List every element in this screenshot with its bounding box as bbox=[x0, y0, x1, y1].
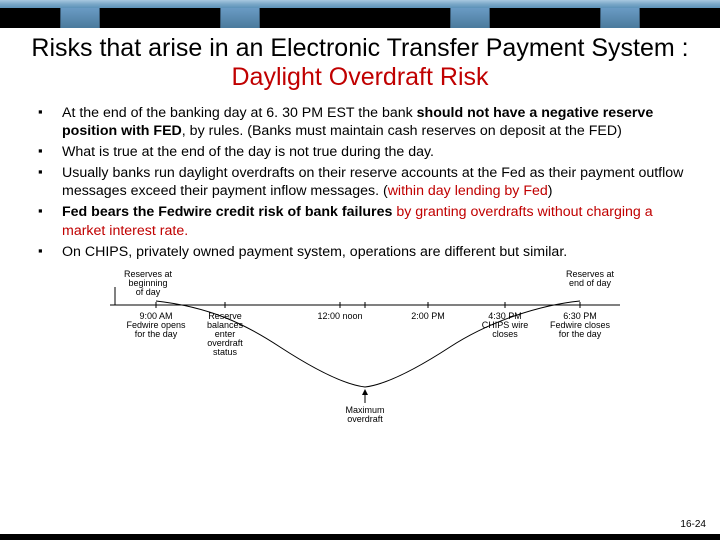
overdraft-chart: Reserves atbeginningof dayReserves atend… bbox=[80, 269, 640, 449]
slide-title: Risks that arise in an Electronic Transf… bbox=[30, 34, 690, 92]
title-plain: Risks that arise in an Electronic Transf… bbox=[31, 34, 688, 62]
bullet-item: What is true at the end of the day is no… bbox=[36, 143, 690, 161]
footer-bar bbox=[0, 534, 720, 540]
header-decoration bbox=[0, 0, 720, 28]
svg-text:for the day: for the day bbox=[559, 329, 602, 339]
svg-text:end of day: end of day bbox=[569, 278, 612, 288]
bullet-item: Fed bears the Fedwire credit risk of ban… bbox=[36, 203, 690, 239]
title-emphasis: Daylight Overdraft Risk bbox=[231, 63, 488, 91]
svg-text:overdraft: overdraft bbox=[347, 414, 383, 424]
bullet-item: At the end of the banking day at 6. 30 P… bbox=[36, 104, 690, 140]
bullet-item: On CHIPS, privately owned payment system… bbox=[36, 243, 690, 261]
svg-text:closes: closes bbox=[492, 329, 518, 339]
page-number: 16-24 bbox=[680, 519, 706, 530]
bullet-text: , by rules. (Banks must maintain cash re… bbox=[182, 123, 622, 139]
svg-text:2:00 PM: 2:00 PM bbox=[411, 311, 445, 321]
slide-body: Risks that arise in an Electronic Transf… bbox=[0, 28, 720, 449]
bullet-text: Usually banks run daylight overdrafts on… bbox=[62, 165, 683, 199]
bullet-text: Fed bears the Fedwire credit risk of ban… bbox=[62, 204, 396, 220]
bullet-text: ) bbox=[548, 183, 553, 199]
bullet-text: On CHIPS, privately owned payment system… bbox=[62, 244, 567, 260]
bullet-text: within day lending by Fed bbox=[388, 183, 548, 199]
bullet-list: At the end of the banking day at 6. 30 P… bbox=[30, 104, 690, 261]
bullet-text: What is true at the end of the day is no… bbox=[62, 144, 434, 160]
svg-text:status: status bbox=[213, 347, 238, 357]
overdraft-chart-svg: Reserves atbeginningof dayReserves atend… bbox=[80, 269, 640, 449]
svg-text:of day: of day bbox=[136, 287, 161, 297]
svg-text:for the day: for the day bbox=[135, 329, 178, 339]
bullet-item: Usually banks run daylight overdrafts on… bbox=[36, 164, 690, 200]
svg-text:12:00 noon: 12:00 noon bbox=[317, 311, 362, 321]
bullet-text: At the end of the banking day at 6. 30 P… bbox=[62, 105, 417, 121]
